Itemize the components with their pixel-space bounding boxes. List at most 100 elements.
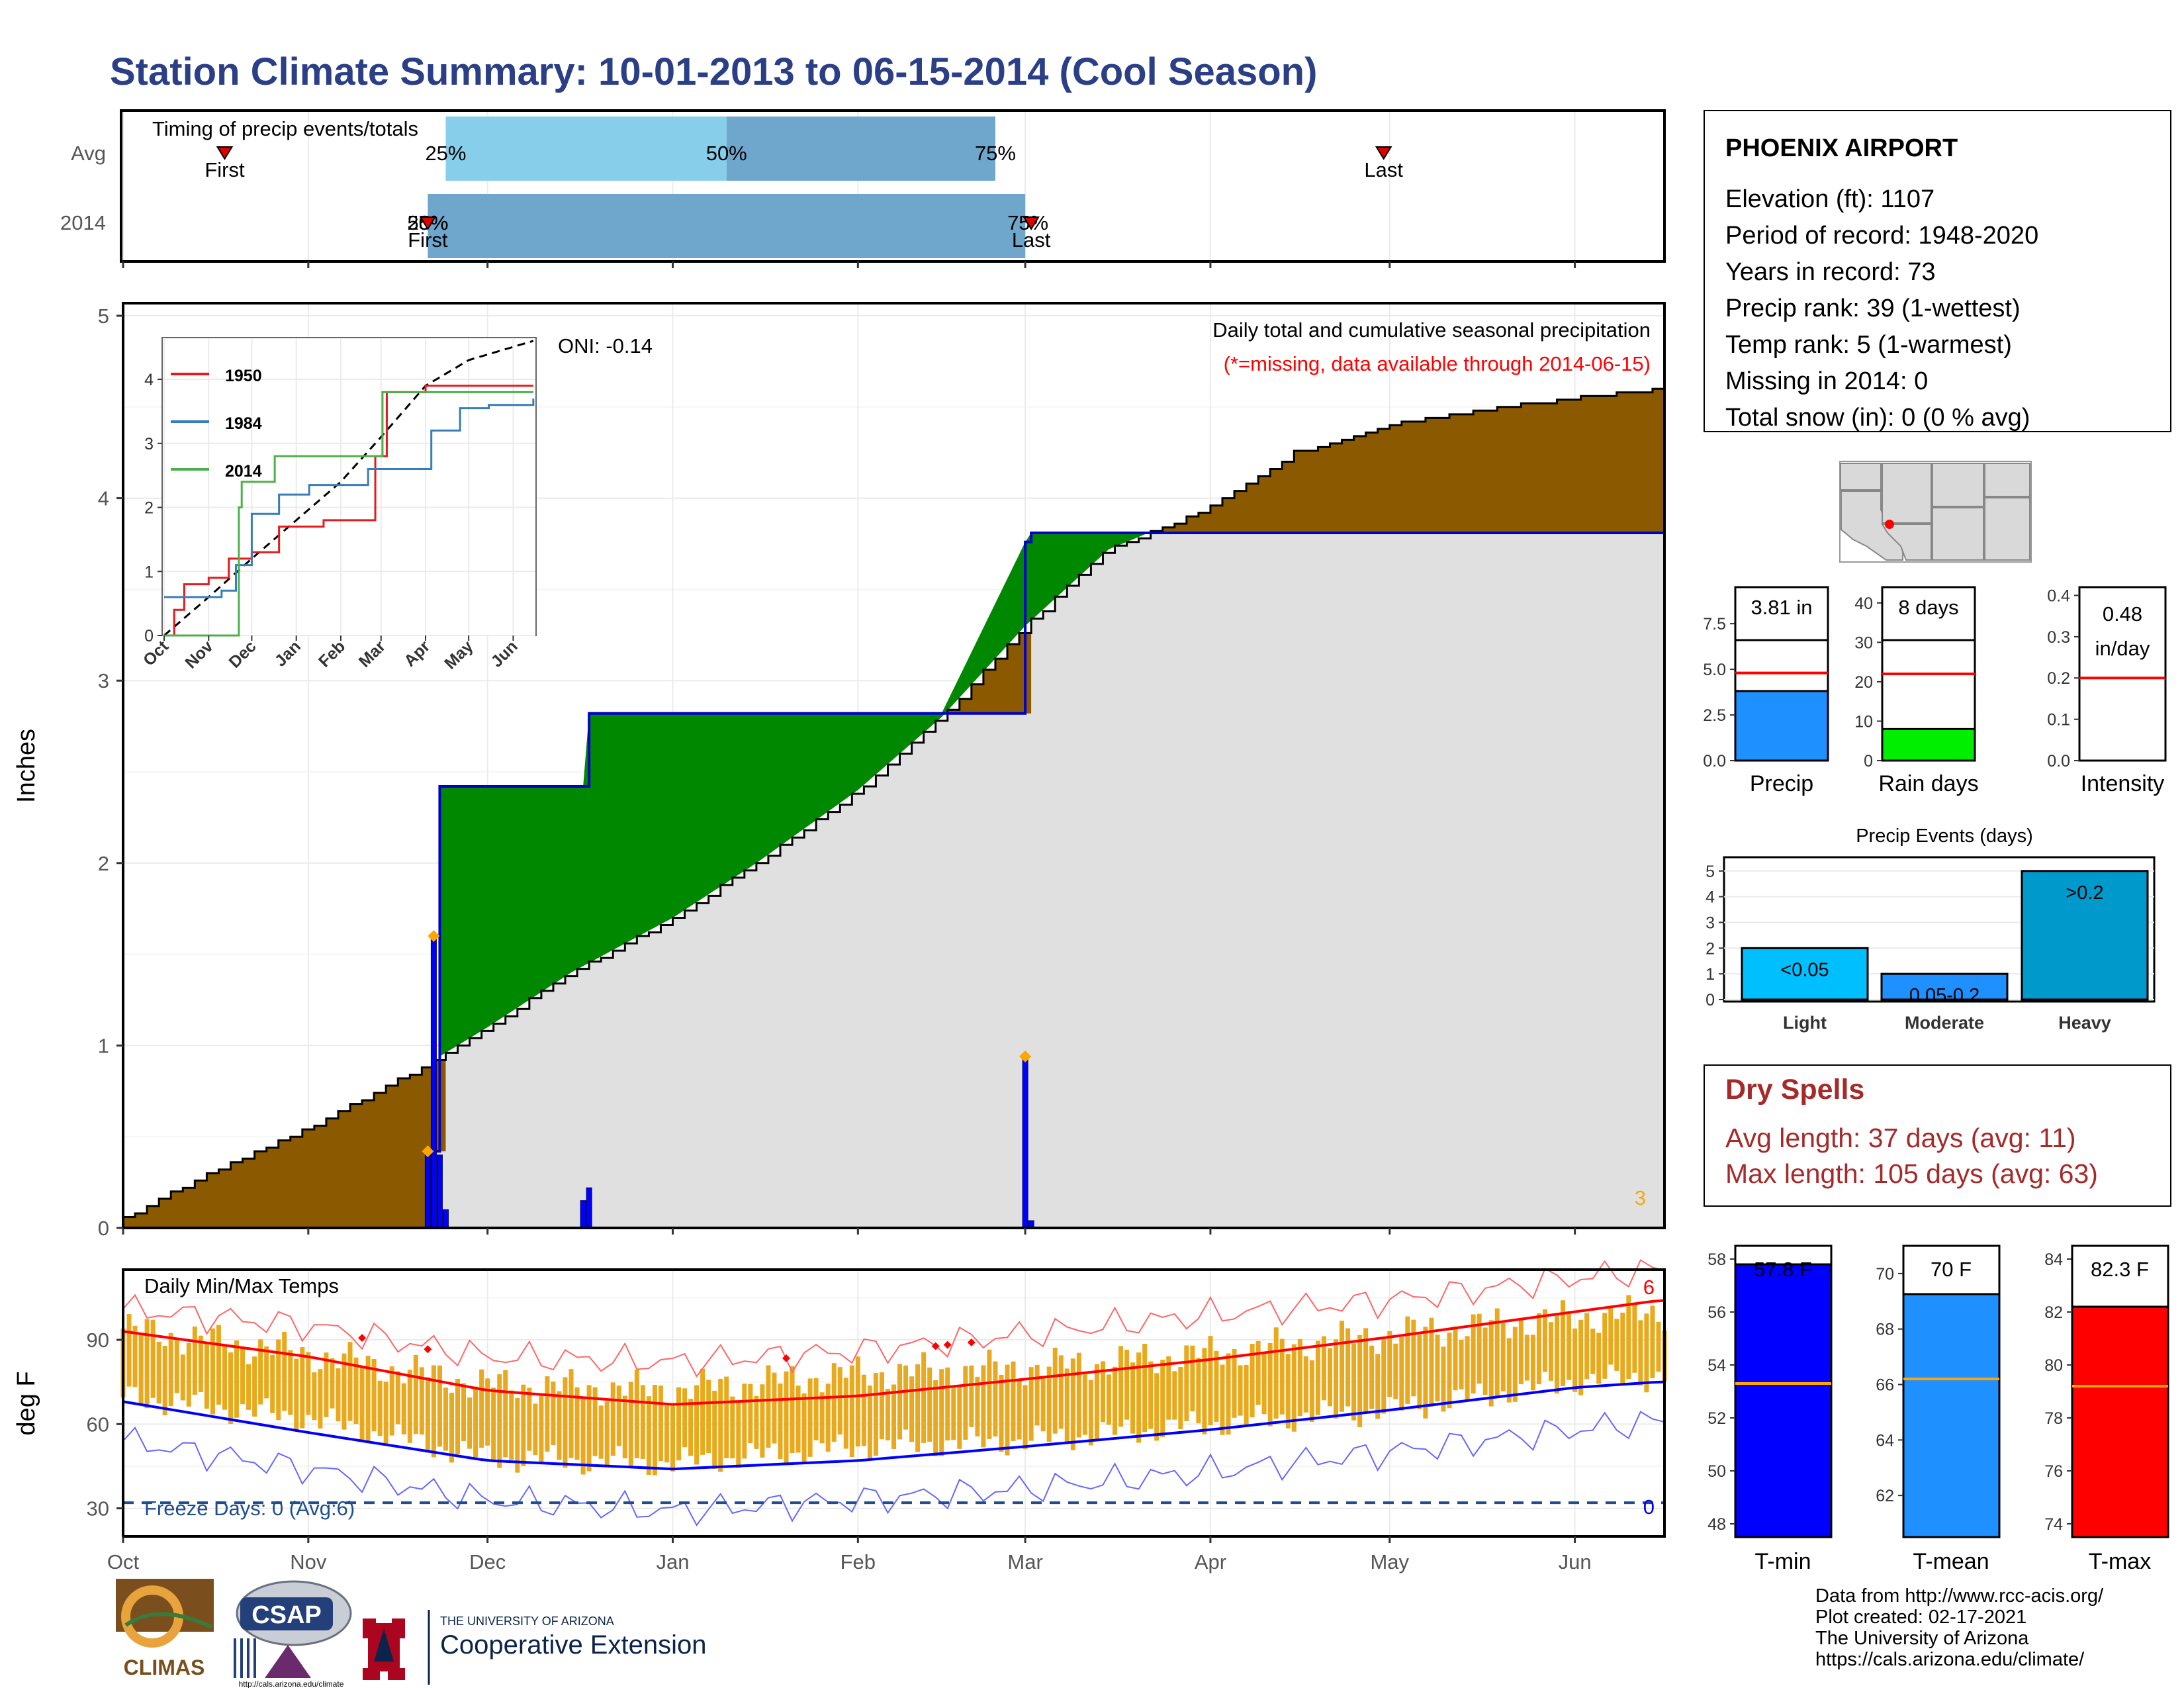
daily-temp-range-bar bbox=[144, 1319, 150, 1409]
ua-name: THE UNIVERSITY OF ARIZONA bbox=[440, 1615, 614, 1628]
precip-y-axis-label: Inches bbox=[13, 729, 40, 803]
daily-temp-range-bar bbox=[1494, 1308, 1500, 1397]
intensity-unit-label: in/day bbox=[2095, 637, 2150, 660]
daily-temp-range-bar bbox=[1034, 1364, 1040, 1426]
daily-temp-range-bar bbox=[437, 1365, 442, 1447]
timing-panel: Timing of precip events/totals Avg 2014 … bbox=[60, 109, 1666, 268]
summary-value-bar bbox=[1734, 690, 1829, 762]
daily-temp-range-bar bbox=[533, 1403, 538, 1456]
daily-temp-range-bar bbox=[688, 1399, 694, 1456]
page-title: Station Climate Summary: 10-01-2013 to 0… bbox=[110, 50, 1317, 93]
daily-temp-range-bar bbox=[1279, 1338, 1285, 1415]
daily-temp-range-bar bbox=[592, 1387, 598, 1456]
station-elevation: Elevation (ft): 1107 bbox=[1725, 185, 1934, 213]
daily-temp-range-bar bbox=[312, 1372, 317, 1421]
daily-temp-range-bar bbox=[664, 1405, 669, 1463]
daily-temp-range-bar bbox=[981, 1365, 986, 1448]
daily-temp-range-bar bbox=[461, 1383, 467, 1441]
daily-temp-range-bar bbox=[1411, 1319, 1416, 1397]
daily-temp-range-bar bbox=[873, 1373, 878, 1456]
summary-ytick-label: 78 bbox=[2044, 1409, 2063, 1428]
daily-temp-range-bar bbox=[162, 1346, 167, 1416]
station-years: Years in record: 73 bbox=[1725, 258, 1936, 286]
daily-temp-range-bar bbox=[1626, 1295, 1631, 1380]
daily-temp-range-bar bbox=[234, 1340, 240, 1418]
daily-temp-range-bar bbox=[1070, 1358, 1075, 1450]
temps-record-high-count: 6 bbox=[1643, 1276, 1655, 1299]
daily-temp-range-bar bbox=[341, 1353, 347, 1430]
daily-temp-range-bar bbox=[1584, 1313, 1590, 1380]
daily-temp-range-bar bbox=[389, 1366, 394, 1436]
daily-temp-range-bar bbox=[1387, 1331, 1392, 1397]
daily-temp-range-bar bbox=[377, 1380, 383, 1436]
daily-temp-range-bar bbox=[419, 1367, 424, 1435]
inset-legend-2014: 2014 bbox=[225, 462, 262, 481]
daily-temp-range-bar bbox=[1172, 1371, 1177, 1420]
daily-temp-range-bar bbox=[1435, 1335, 1440, 1401]
summary-ytick-label: 48 bbox=[1707, 1515, 1726, 1534]
daily-temp-range-bar bbox=[1046, 1366, 1052, 1442]
daily-temp-range-bar bbox=[1578, 1319, 1584, 1395]
daily-temp-range-bar bbox=[658, 1385, 663, 1462]
daily-temp-range-bar bbox=[330, 1358, 335, 1409]
daily-temp-range-bar bbox=[1530, 1335, 1535, 1391]
daily-temp-range-bar bbox=[521, 1384, 526, 1466]
inset-ytick-label: 0 bbox=[144, 627, 154, 645]
daily-temp-range-bar bbox=[957, 1385, 962, 1449]
daily-temp-range-bar bbox=[700, 1368, 705, 1455]
daily-temp-range-bar bbox=[718, 1378, 723, 1472]
summary-ytick-label: 0.3 bbox=[2047, 628, 2070, 647]
daily-temp-range-bar bbox=[359, 1367, 365, 1442]
summary-ytick-label: 0.0 bbox=[1703, 752, 1726, 771]
daily-temp-range-bar bbox=[324, 1352, 329, 1417]
daily-temp-range-bar bbox=[527, 1387, 532, 1451]
summary-ytick-label: 0 bbox=[1864, 752, 1873, 771]
avg-p25-label: 25% bbox=[425, 142, 466, 165]
daily-temp-range-bar bbox=[228, 1352, 233, 1425]
daily-temp-range-bar bbox=[455, 1378, 461, 1454]
daily-temp-range-bar bbox=[485, 1378, 490, 1446]
daily-temp-range-bar bbox=[825, 1383, 831, 1452]
summary-ytick-label: 40 bbox=[1854, 594, 1873, 613]
daily-temp-range-bar bbox=[300, 1347, 305, 1429]
summary-ytick-label: 66 bbox=[1876, 1376, 1894, 1395]
daily-temp-range-bar bbox=[270, 1354, 275, 1413]
daily-temp-range-bar bbox=[473, 1386, 478, 1458]
avg-last-marker bbox=[1375, 146, 1392, 160]
dry-spells-box: Dry Spells Avg length: 37 days (avg: 11)… bbox=[1704, 1064, 2171, 1207]
daily-temp-range-bar bbox=[1638, 1320, 1643, 1386]
summary-ytick-label: 10 bbox=[1854, 712, 1873, 731]
daily-temp-range-bar bbox=[1363, 1328, 1369, 1414]
daily-temp-range-bar bbox=[652, 1384, 657, 1476]
daily-temp-range-bar bbox=[1340, 1321, 1345, 1412]
daily-temp-range-bar bbox=[1423, 1327, 1428, 1419]
daily-temp-range-bar bbox=[1548, 1322, 1553, 1381]
daily-temp-range-bar bbox=[551, 1382, 556, 1446]
daily-temp-range-bar bbox=[1327, 1348, 1332, 1407]
daily-max-marker bbox=[428, 930, 440, 943]
daily-temp-range-bar bbox=[336, 1368, 341, 1422]
daily-temp-range-bar bbox=[198, 1335, 203, 1392]
daily-temp-range-bar bbox=[993, 1361, 998, 1437]
daily-temp-range-bar bbox=[586, 1385, 592, 1472]
daily-temp-range-bar bbox=[353, 1357, 359, 1425]
station-temp-rank: Temp rank: 5 (1-warmest) bbox=[1725, 331, 2012, 359]
summary-ytick-label: 54 bbox=[1707, 1356, 1726, 1375]
daily-temp-range-bar bbox=[1255, 1340, 1261, 1405]
daily-temp-range-bar bbox=[1136, 1352, 1142, 1443]
daily-max-marker bbox=[422, 1145, 434, 1158]
daily-temp-range-bar bbox=[927, 1367, 933, 1442]
timing-row-2014: 2014 bbox=[60, 211, 106, 234]
daily-temp-range-bar bbox=[258, 1339, 263, 1405]
daily-temp-range-bar bbox=[216, 1325, 221, 1405]
daily-temp-range-bar bbox=[945, 1367, 950, 1441]
precip-mini-chart: 0.0 2.5 5.0 7.5 3.81 in Precip bbox=[1703, 586, 1829, 796]
station-missing: Missing in 2014: 0 bbox=[1725, 367, 1928, 395]
daily-temp-range-bar bbox=[156, 1341, 161, 1404]
daily-temp-range-bar bbox=[766, 1365, 771, 1448]
daily-temp-range-bar bbox=[1106, 1374, 1111, 1425]
daily-temp-range-bar bbox=[1297, 1338, 1302, 1417]
daily-temp-range-bar bbox=[975, 1376, 980, 1437]
summary-ytick-label: 74 bbox=[2044, 1515, 2063, 1534]
daily-temp-range-bar bbox=[174, 1340, 179, 1393]
